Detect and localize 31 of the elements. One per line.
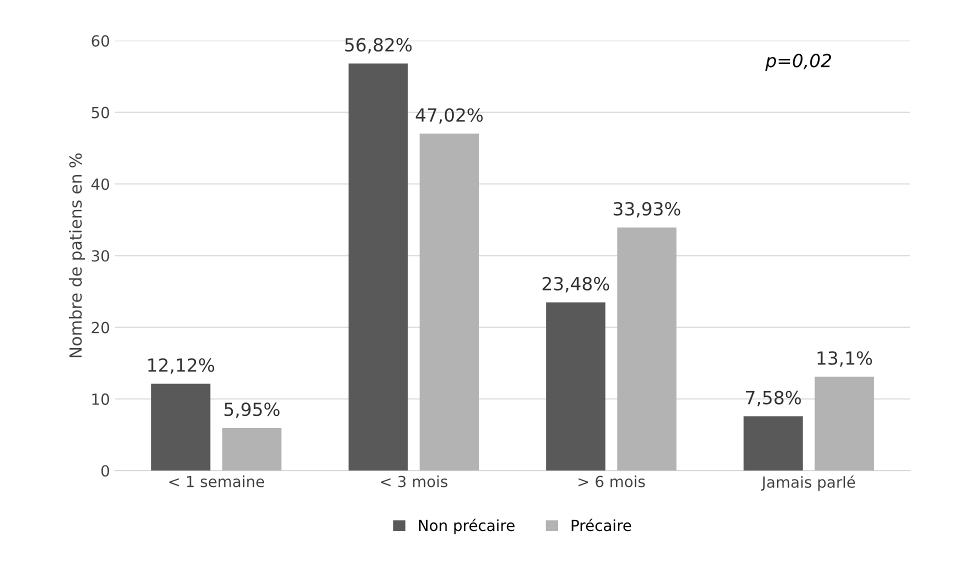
data-label: 56,82% [345, 38, 412, 54]
annotation: p=0,02 [765, 54, 832, 71]
legend-label: Précaire [572, 518, 632, 532]
y-tick-label: 10 [92, 393, 110, 405]
y-tick-label: 40 [91, 178, 110, 190]
bar [222, 428, 282, 471]
bar [814, 376, 874, 471]
y-tick-label: 60 [92, 35, 110, 47]
data-label: 12,12% [148, 358, 214, 374]
x-tick-label: Jamais parlé [760, 475, 856, 491]
data-label: 47,02% [416, 108, 483, 124]
y-tick-label: 20 [92, 322, 110, 334]
bar [546, 302, 606, 471]
legend-label: Non précaire [419, 518, 514, 534]
data-label: 7,58% [746, 390, 801, 406]
data-label: 23,48% [542, 276, 610, 292]
data-label: 33,93% [614, 202, 680, 218]
x-tick-label: < 3 mois [381, 475, 448, 488]
x-tick-label: < 1 semaine [169, 475, 264, 488]
bar [617, 227, 676, 471]
bar [151, 384, 210, 471]
y-tick-label: 30 [92, 250, 110, 262]
y-axis-title: Nombre de patiens en % [68, 153, 86, 358]
y-tick-label: 0 [101, 465, 110, 477]
data-label: 13,1% [818, 351, 872, 367]
x-tick-label: > 6 mois [578, 475, 645, 488]
bar [420, 134, 479, 471]
bar [744, 416, 803, 471]
y-tick-label: 50 [92, 106, 110, 118]
bar [348, 63, 408, 471]
data-label: 5,95% [224, 402, 280, 418]
